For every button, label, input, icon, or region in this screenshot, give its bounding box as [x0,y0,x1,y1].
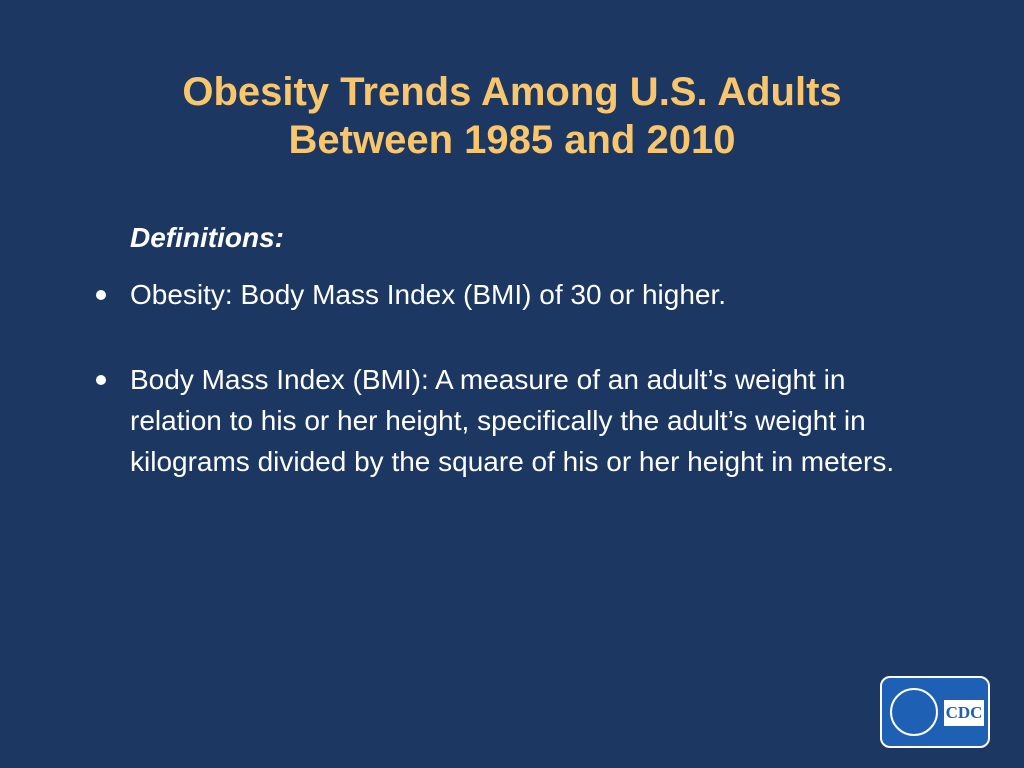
hhs-seal [890,688,938,736]
slide-title: Obesity Trends Among U.S. Adults Between… [0,68,1024,164]
bullet-item: Body Mass Index (BMI): A measure of an a… [96,359,920,482]
title-line: Obesity Trends Among U.S. Adults [182,70,842,114]
title-line: Between 1985 and 2010 [288,118,736,162]
bullet-list: Obesity: Body Mass Index (BMI) of 30 or … [96,274,920,526]
cdc-logo: CDC [880,676,990,748]
cdc-label: CDC [944,700,984,726]
definitions-heading: Definitions: [130,222,284,253]
bullet-item: Obesity: Body Mass Index (BMI) of 30 or … [96,274,920,315]
